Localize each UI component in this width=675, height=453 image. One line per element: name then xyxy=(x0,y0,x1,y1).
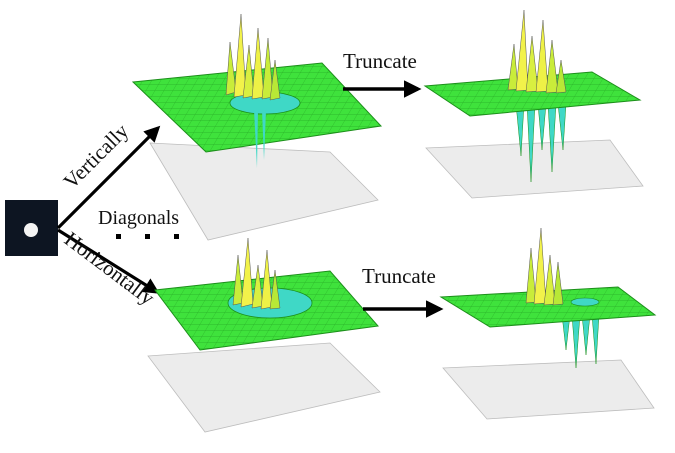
thumbnail-bright-dot xyxy=(24,223,38,237)
trough-spike xyxy=(262,110,266,160)
peak-spike xyxy=(535,19,549,93)
arrow-to-horizontal-panel xyxy=(57,228,160,294)
label-truncate-bottom: Truncate xyxy=(362,264,436,288)
vertical-detail-surface-plot xyxy=(131,13,383,241)
peak-spike xyxy=(515,9,529,92)
peak-spike xyxy=(242,44,255,99)
peak-spike xyxy=(260,249,273,310)
peak-spike xyxy=(261,37,274,100)
label-vertically: Vertically xyxy=(59,118,134,193)
peak-spike xyxy=(225,41,237,96)
peak-spike xyxy=(525,247,537,304)
peak-spike xyxy=(533,227,547,305)
trough-spike xyxy=(591,314,600,365)
label-horizontally: Horizontally xyxy=(60,227,160,310)
peak-spike xyxy=(233,13,247,98)
trough-ring xyxy=(570,297,600,307)
peak-spike xyxy=(552,261,564,306)
peak-spike xyxy=(545,39,559,94)
peak-spike xyxy=(251,264,264,309)
base-plane xyxy=(147,342,381,433)
peak-spike xyxy=(555,59,567,94)
truncated-vertical-surface-plot xyxy=(423,9,644,199)
label-truncate-top: Truncate xyxy=(343,49,417,73)
base-plane xyxy=(425,139,644,199)
peak-spike xyxy=(269,269,281,310)
trough-spike xyxy=(571,314,581,369)
base-plane xyxy=(442,359,655,420)
diagonals-ellipsis xyxy=(116,234,179,239)
peak-spike xyxy=(269,59,281,101)
truncated-horizontal-surface-plot xyxy=(439,227,657,420)
trough-spike xyxy=(254,110,258,168)
horizontal-detail-surface-plot xyxy=(147,237,381,433)
peak-spike xyxy=(525,35,539,93)
peak-spike xyxy=(507,43,519,91)
peak-spike xyxy=(543,254,556,306)
arrow-to-vertical-panel xyxy=(56,125,161,230)
base-plane xyxy=(149,142,379,241)
label-diagonals: Diagonals xyxy=(98,207,179,229)
peak-spike xyxy=(232,254,244,306)
trough-spike xyxy=(581,314,591,356)
peak-spike xyxy=(251,27,265,100)
input-image-thumbnail xyxy=(5,200,58,256)
peak-spike xyxy=(240,237,254,308)
